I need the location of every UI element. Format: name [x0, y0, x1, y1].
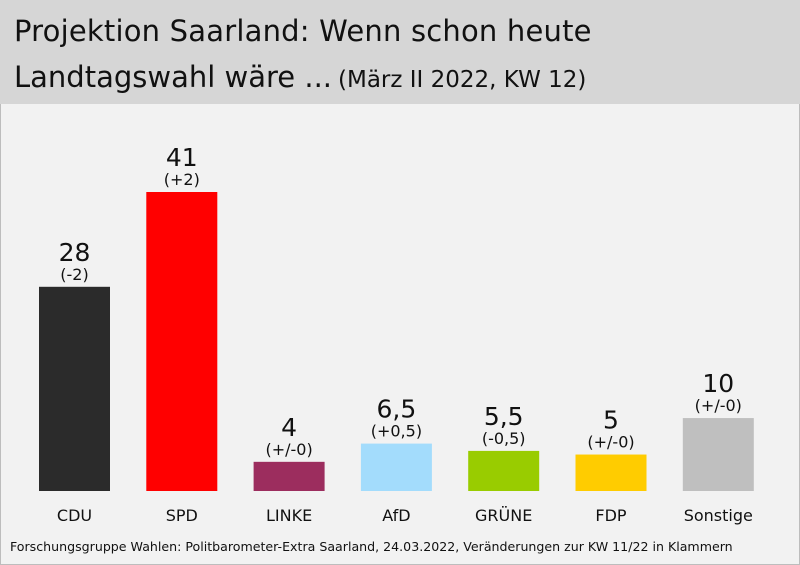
bar-fdp — [576, 455, 647, 491]
change-label-spd: (+2) — [164, 170, 200, 189]
bar-grne — [468, 451, 539, 491]
bar-chart: (-2)28CDU(+2)41SPD(+/-0)4LINKE(+0,5)6,5A… — [0, 104, 800, 536]
value-label-sonstige: 10 — [702, 369, 734, 398]
bar-afd — [361, 444, 432, 491]
change-label-sonstige: (+/-0) — [695, 396, 742, 415]
category-label-linke: LINKE — [266, 506, 312, 525]
chart-title-line1: Projektion Saarland: Wenn schon heute — [14, 14, 592, 48]
category-label-afd: AfD — [382, 506, 410, 525]
value-label-grne: 5,5 — [484, 402, 524, 431]
value-label-fdp: 5 — [603, 406, 619, 435]
value-label-spd: 41 — [166, 143, 198, 172]
chart-title-line2: Landtagswahl wäre ... (März II 2022, KW 1… — [14, 60, 586, 94]
change-label-grne: (-0,5) — [482, 429, 526, 448]
category-label-sonstige: Sonstige — [684, 506, 753, 525]
bar-sonstige — [683, 418, 754, 491]
value-label-cdu: 28 — [59, 238, 91, 267]
value-label-afd: 6,5 — [377, 395, 417, 424]
chart-title-line2-main: Landtagswahl wäre ... — [14, 60, 332, 94]
category-label-cdu: CDU — [57, 506, 92, 525]
value-label-linke: 4 — [281, 413, 297, 442]
bar-linke — [254, 462, 325, 491]
change-label-afd: (+0,5) — [371, 422, 422, 441]
chart-subtitle: (März II 2022, KW 12) — [338, 67, 586, 93]
change-label-cdu: (-2) — [60, 265, 88, 284]
category-label-spd: SPD — [166, 506, 198, 525]
chart-header: Projektion Saarland: Wenn schon heute La… — [0, 0, 800, 104]
change-label-fdp: (+/-0) — [587, 433, 634, 452]
source-note: Forschungsgruppe Wahlen: Politbarometer-… — [10, 539, 733, 554]
change-label-linke: (+/-0) — [265, 440, 312, 459]
category-label-grne: GRÜNE — [475, 506, 532, 525]
bar-cdu — [39, 287, 110, 491]
bar-spd — [146, 192, 217, 491]
category-label-fdp: FDP — [595, 506, 627, 525]
